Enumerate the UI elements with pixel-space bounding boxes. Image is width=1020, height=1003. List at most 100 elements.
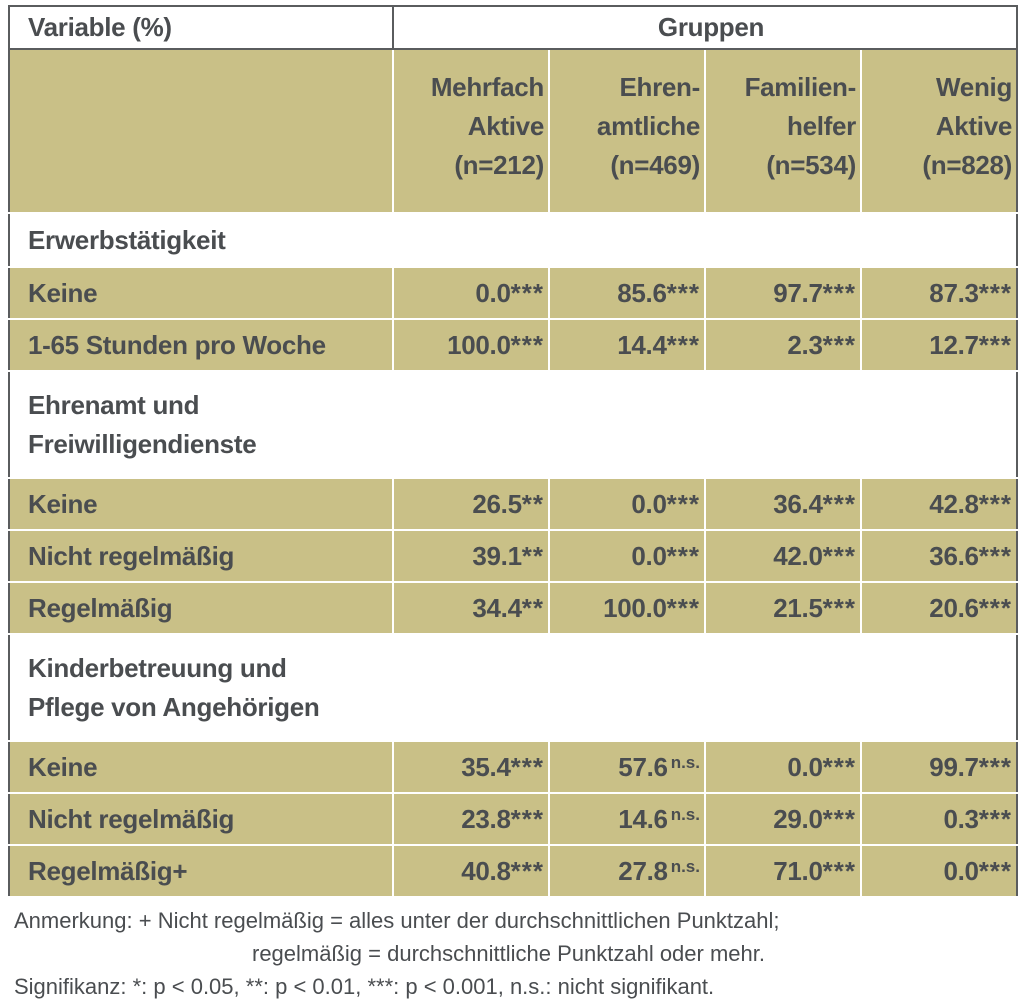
value-cell: 0.0*** [704,740,862,794]
significance-marker: *** [822,277,856,308]
significance-marker: *** [978,540,1013,571]
table-notes: Anmerkung: + Nicht regelmäßig = alles un… [8,904,1011,1003]
significance-marker: *** [510,277,544,308]
column-header-mehrfach-aktive: Mehrfach Aktive (n=212) [392,48,550,214]
column-header-n: (n=828) [922,150,1013,180]
row-label: Keine [9,266,394,320]
column-header-n: (n=469) [610,150,700,180]
significance-marker: *** [510,751,544,782]
column-header-n: (n=212) [454,150,544,180]
significance-marker: *** [822,803,856,834]
significance-marker: *** [822,329,856,360]
table-row: Regelmäßig 34.4** 100.0*** 21.5*** 20.6*** [9,581,1018,635]
value-cell: 20.6*** [859,581,1018,635]
significance-marker: *** [510,803,544,834]
value: 2.3 [787,329,823,360]
significance-marker: n.s. [670,752,700,772]
value-cell: 12.7*** [859,318,1018,372]
value-cell: 0.0*** [392,266,550,320]
column-header-familienhelfer: Familien-helfer (n=534) [704,48,862,214]
table-row: 1-65 Stunden pro Woche 100.0*** 14.4*** 2.3… [9,318,1018,372]
section-title-line: Kinderbetreuung und [28,652,287,683]
section-title: Ehrenamt und Freiwilligendienste [9,371,1018,478]
value-cell: 23.8*** [392,792,550,846]
section-title: Erwerbstätigkeit [9,213,1018,267]
section-header-row: Erwerbstätigkeit [9,213,1018,267]
value: 0.0 [475,277,511,308]
value-cell: 14.4*** [548,318,706,372]
value: 42.0 [773,540,823,571]
value-cell: 34.4** [392,581,550,635]
note-significance: Signifikanz: *: p < 0.05, **: p < 0.01, … [14,974,715,999]
column-header-ehrenamtliche: Ehren-amtliche (n=469) [548,48,706,214]
table-row: Nicht regelmäßig 39.1** 0.0*** 42.0*** 36.6*… [9,529,1018,583]
value: 27.8 [618,855,668,886]
value: 34.4 [472,592,522,623]
significance-marker: *** [822,540,856,571]
significance-marker: *** [666,277,700,308]
row-label: Keine [9,477,394,531]
value-cell: 27.8 n.s. [548,844,706,898]
value: 85.6 [617,277,667,308]
empty-header-cell [9,48,394,214]
groups-header: Gruppen [391,6,1018,50]
significance-marker: *** [978,855,1013,886]
value-cell: 39.1** [392,529,550,583]
column-header-line: Aktive [467,111,545,141]
value: 57.6 [618,751,668,782]
significance-marker: ** [521,540,544,571]
value: 0.3 [943,803,979,834]
value: 97.7 [773,277,823,308]
value: 29.0 [773,803,823,834]
value: 36.6 [929,540,979,571]
value: 99.7 [929,751,979,782]
results-table-container: Variable (%) Gruppen Mehrfach Aktive (n=21… [8,5,1019,1003]
row-label: Keine [9,740,394,794]
table-row: Nicht regelmäßig 23.8*** 14.6 n.s. 29.0*** 0.… [9,792,1018,846]
value-cell: 21.5*** [704,581,862,635]
column-header-line: amtliche [596,111,700,141]
column-header-line: Mehrfach [430,72,544,102]
value: 42.8 [929,488,979,519]
value-cell: 26.5** [392,477,550,531]
significance-marker: n.s. [670,804,700,824]
section-title-line: Pflege von Angehörigen [28,691,320,722]
table-row: Regelmäßig+ 40.8*** 27.8 n.s. 71.0*** 0.0*** [9,844,1018,898]
significance-marker: ** [521,488,544,519]
significance-marker: *** [822,855,856,886]
table-row: Keine 35.4*** 57.6 n.s. 0.0*** 99.7*** [9,740,1018,794]
section-title-line: Freiwilligendienste [28,428,257,459]
value: 39.1 [472,540,522,571]
value: 100.0 [447,329,511,360]
value: 23.8 [461,803,511,834]
value: 20.6 [929,592,979,623]
value-cell: 71.0*** [704,844,862,898]
value-cell: 100.0*** [392,318,550,372]
significance-marker: *** [666,488,700,519]
significance-marker: *** [666,592,700,623]
significance-marker: *** [510,855,544,886]
note-anmerkung: Anmerkung: + Nicht regelmäßig = alles un… [14,908,780,933]
value-cell: 97.7*** [704,266,862,320]
column-header-line: Ehren- [619,72,700,102]
significance-marker: *** [666,540,700,571]
value: 26.5 [472,488,522,519]
section-title: Kinderbetreuung und Pflege von Angehörige… [9,634,1018,741]
significance-marker: *** [666,329,700,360]
section-header-row: Kinderbetreuung und Pflege von Angehörige… [9,634,1018,741]
value-cell: 35.4*** [392,740,550,794]
value-cell: 42.0*** [704,529,862,583]
note-anmerkung-cont: regelmäßig = durchschnittliche Punktzahl… [252,941,765,966]
value-cell: 99.7*** [859,740,1018,794]
value-cell: 87.3*** [859,266,1018,320]
value-cell: 57.6 n.s. [548,740,706,794]
value-cell: 29.0*** [704,792,862,846]
section-header-row: Ehrenamt und Freiwilligendienste [9,371,1018,478]
value-cell: 0.0*** [548,477,706,531]
significance-marker: *** [978,329,1013,360]
column-header-wenig-aktive: Wenig Aktive (n=828) [859,48,1018,214]
significance-marker: *** [978,751,1013,782]
row-label: 1-65 Stunden pro Woche [9,318,394,372]
value-cell: 42.8*** [859,477,1018,531]
significance-marker: *** [978,488,1013,519]
